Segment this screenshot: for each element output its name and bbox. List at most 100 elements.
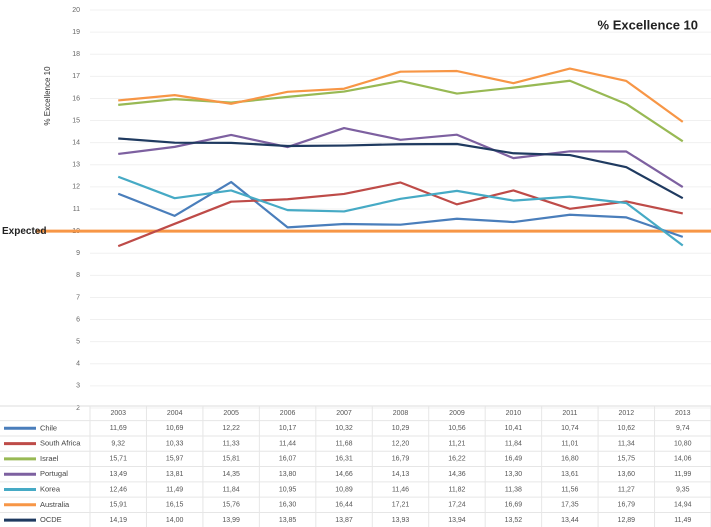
table-cell: 11,68: [336, 440, 353, 447]
table-cell: 16,22: [448, 456, 466, 463]
table-cell: 17,35: [561, 502, 579, 509]
table-cell: 13,85: [279, 517, 297, 524]
table-cell: 10,32: [335, 425, 353, 432]
table-cell: 15,81: [222, 456, 240, 463]
table-cell: 9,35: [676, 486, 690, 493]
legend-label: Portugal: [40, 469, 68, 478]
table-cell: 10,33: [166, 440, 184, 447]
table-cell: 10,95: [279, 486, 297, 493]
y-tick-label: 15: [72, 117, 80, 124]
table-cell: 14,66: [335, 471, 353, 478]
table-cell: 16,07: [279, 456, 297, 463]
series-line: [117, 175, 684, 247]
table-cell: 13,99: [222, 517, 240, 524]
y-tick-label: 3: [76, 383, 80, 390]
table-cell: 10,80: [674, 440, 692, 447]
table-cell: 15,75: [618, 456, 636, 463]
table-cell: 16,49: [505, 456, 523, 463]
table-cell: 11,84: [223, 486, 240, 493]
y-tick-label: 9: [76, 250, 80, 257]
table-cell: 11,49: [166, 486, 183, 493]
legend-label: OCDE: [40, 515, 62, 524]
table-cell: 13,30: [505, 471, 523, 478]
y-tick-label: 18: [72, 51, 80, 58]
y-tick-label: 17: [72, 73, 80, 80]
table-cell: 16,69: [505, 502, 523, 509]
table-cell: 13,93: [392, 517, 410, 524]
table-cell: 16,15: [166, 502, 184, 509]
series-line: [118, 67, 684, 123]
table-cell: 10,56: [448, 425, 466, 432]
table-cell: 11,84: [505, 440, 522, 447]
table-cell: 13,87: [335, 517, 353, 524]
y-tick-label: 7: [76, 294, 80, 301]
table-cell: 13,52: [505, 517, 523, 524]
table-cell: 15,76: [222, 502, 240, 509]
reference-label: Expected: [2, 226, 46, 237]
chart-title: % Excellence 10: [598, 17, 698, 32]
legend-label: Korea: [40, 484, 61, 493]
y-tick-label: 12: [72, 184, 80, 191]
series-line: [118, 79, 684, 143]
table-header: 2013: [675, 410, 691, 417]
table-cell: 13,81: [166, 471, 184, 478]
table-cell: 12,20: [392, 440, 410, 447]
table-cell: 16,80: [561, 456, 579, 463]
table-cell: 11,69: [110, 425, 127, 432]
legend-label: Chile: [40, 423, 57, 432]
legend-label: Australia: [40, 500, 70, 509]
table-header: 2011: [562, 410, 577, 417]
table-header: 2005: [223, 410, 239, 417]
table-cell: 14,13: [392, 471, 410, 478]
table-cell: 13,94: [448, 517, 466, 524]
table-cell: 10,62: [618, 425, 636, 432]
table-cell: 10,29: [392, 425, 410, 432]
table-cell: 11,38: [505, 486, 522, 493]
y-tick-label: 11: [73, 206, 80, 213]
series-line: [118, 137, 684, 200]
table-cell: 16,31: [335, 456, 353, 463]
table-cell: 14,06: [674, 456, 692, 463]
table-cell: 11,44: [279, 440, 296, 447]
y-tick-label: 16: [72, 95, 80, 102]
table-cell: 17,24: [448, 502, 466, 509]
table-cell: 14,19: [109, 517, 127, 524]
table-cell: 13,60: [618, 471, 636, 478]
table-header: 2004: [167, 410, 183, 417]
y-tick-label: 20: [72, 7, 80, 14]
table-cell: 10,89: [335, 486, 353, 493]
table-cell: 12,46: [109, 486, 127, 493]
table-cell: 11,56: [561, 486, 578, 493]
table-cell: 9,32: [111, 440, 125, 447]
y-tick-label: 13: [72, 162, 80, 169]
table-cell: 12,22: [222, 425, 240, 432]
table-cell: 14,00: [166, 517, 184, 524]
series-line: [117, 181, 684, 248]
table-cell: 14,36: [448, 471, 466, 478]
table-cell: 11,01: [561, 440, 578, 447]
table-cell: 11,27: [618, 486, 635, 493]
table-cell: 15,97: [166, 456, 184, 463]
table-cell: 14,35: [222, 471, 240, 478]
table-cell: 15,71: [109, 456, 127, 463]
table-cell: 11,49: [674, 517, 691, 524]
table-cell: 16,79: [392, 456, 410, 463]
series-line: [118, 126, 684, 189]
table-cell: 9,74: [676, 425, 690, 432]
table-cell: 10,74: [561, 425, 579, 432]
table-cell: 14,94: [674, 502, 692, 509]
table-cell: 16,30: [279, 502, 297, 509]
y-tick-label: 5: [76, 339, 80, 346]
y-tick-label: 19: [72, 29, 80, 36]
y-tick-label: 6: [76, 316, 80, 323]
table-cell: 16,79: [618, 502, 636, 509]
table-cell: 12,89: [618, 517, 636, 524]
table-header: 2006: [280, 410, 296, 417]
table-cell: 11,82: [448, 486, 465, 493]
table-cell: 10,17: [279, 425, 297, 432]
table-cell: 11,46: [392, 486, 409, 493]
table-cell: 13,80: [279, 471, 297, 478]
table-cell: 10,69: [166, 425, 184, 432]
table-header: 2010: [506, 410, 522, 417]
